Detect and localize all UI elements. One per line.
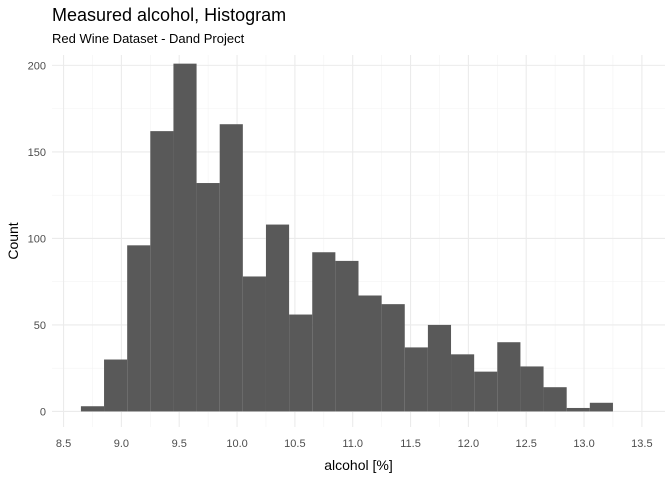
histogram-bar <box>543 387 567 412</box>
chart-subtitle: Red Wine Dataset - Dand Project <box>52 31 245 46</box>
x-tick-label: 13.5 <box>631 438 652 450</box>
x-tick-label: 10.5 <box>284 438 305 450</box>
x-tick-label: 13.0 <box>573 438 594 450</box>
histogram-bar <box>404 347 428 412</box>
y-tick-label: 100 <box>28 233 46 245</box>
histogram-bar <box>312 252 336 412</box>
y-tick-label: 200 <box>28 60 46 72</box>
x-tick-label: 12.0 <box>458 438 479 450</box>
x-tick-label: 11.5 <box>400 438 421 450</box>
y-tick-label: 0 <box>40 406 46 418</box>
x-tick-label: 11.0 <box>342 438 363 450</box>
histogram-bar <box>566 407 590 412</box>
histogram-bar <box>219 124 243 412</box>
y-tick-label: 50 <box>34 320 46 332</box>
histogram-bar <box>497 342 521 412</box>
x-tick-label: 8.5 <box>56 438 71 450</box>
histogram-bar <box>381 304 405 412</box>
histogram-bar <box>451 354 475 412</box>
histogram-bar <box>520 366 544 412</box>
histogram-bar <box>474 371 498 412</box>
x-tick-label: 9.5 <box>172 438 187 450</box>
histogram-bar <box>335 260 359 412</box>
histogram-bar <box>242 276 266 412</box>
histogram-bar <box>289 314 313 412</box>
histogram-bar <box>265 224 290 412</box>
histogram-bar <box>358 295 382 412</box>
y-tick-label: 150 <box>28 147 46 159</box>
x-tick-label: 9.0 <box>114 438 129 450</box>
histogram-bar <box>427 324 452 412</box>
histogram-bar <box>196 183 220 412</box>
histogram-bar <box>173 63 197 412</box>
histogram-bar <box>104 359 128 412</box>
x-axis-title: alcohol [%] <box>324 457 392 473</box>
histogram-bar <box>150 131 174 412</box>
histogram-bar <box>80 406 105 412</box>
histogram-bar <box>589 402 613 412</box>
histogram-bar <box>127 245 151 412</box>
y-axis-title: Count <box>5 222 21 259</box>
x-tick-label: 10.0 <box>226 438 247 450</box>
chart-title: Measured alcohol, Histogram <box>52 5 287 25</box>
x-tick-label: 12.5 <box>515 438 536 450</box>
